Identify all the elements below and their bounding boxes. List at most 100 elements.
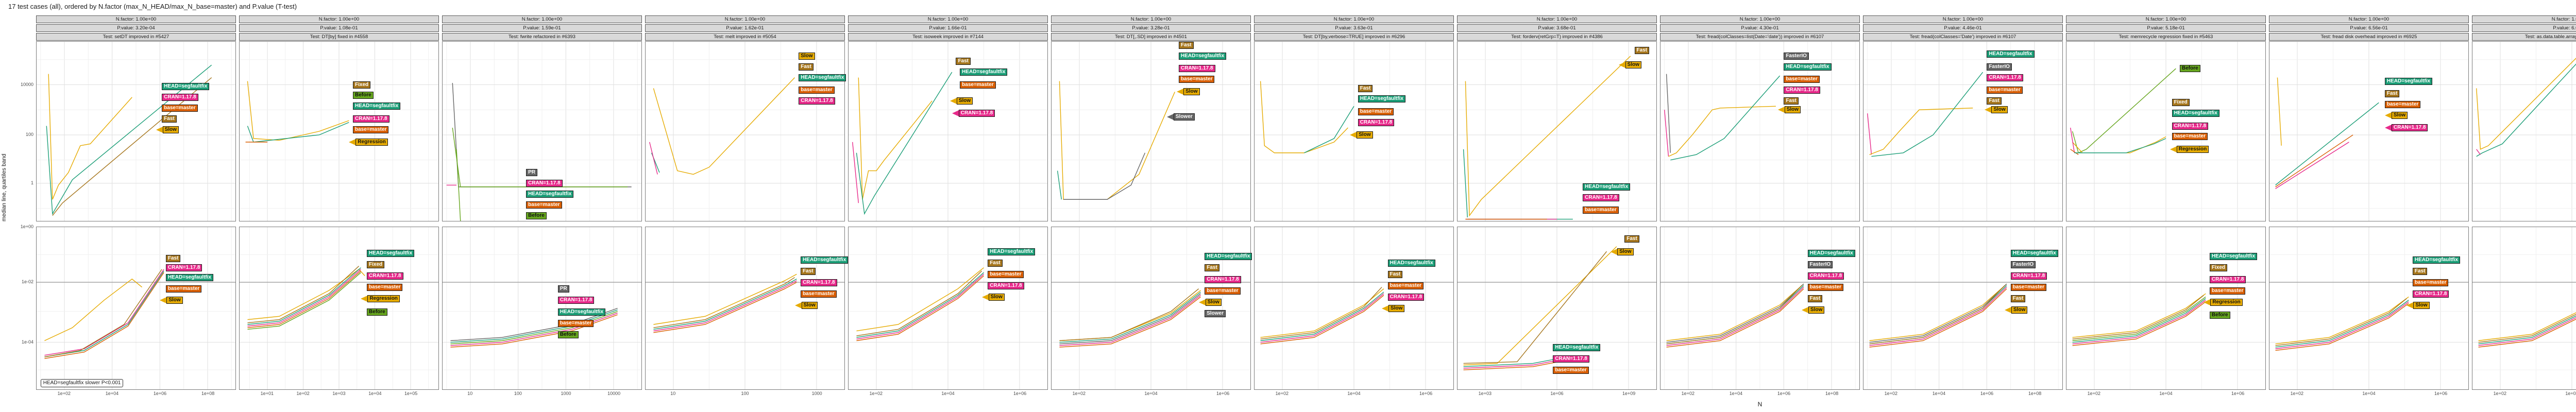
label-flag-pointer: [2406, 302, 2414, 308]
label-box: Slow: [956, 97, 973, 105]
series-line-green: [247, 272, 361, 329]
label-box: Before: [367, 308, 387, 316]
label-box: Fast: [1784, 97, 1799, 105]
y-axis-label: median line, quartiles band: [1, 153, 7, 221]
x-tick-label: 100: [514, 391, 522, 396]
x-tick-label: 1e+06: [1419, 391, 1433, 396]
series-line-pink: [247, 269, 361, 326]
label-box: CRAN=1.17.8: [2391, 124, 2428, 132]
label-box: base=master: [988, 271, 1024, 279]
series-label: Fixed: [2209, 264, 2228, 272]
label-box: HEAD=segfaultfix: [162, 83, 210, 91]
series-line-gray: [1059, 294, 1200, 344]
bottom-plot-canvas: [1052, 227, 1250, 389]
series-line-gray: [1870, 284, 2007, 342]
label-box: Regression: [367, 295, 400, 303]
label-box: Slow: [2011, 306, 2028, 314]
series-label: Fixed: [367, 261, 385, 269]
label-box: CRAN=1.17.8: [958, 110, 995, 117]
series-label: HEAD=segfaultfix: [1387, 260, 1435, 267]
series-line-brown: [2479, 292, 2576, 342]
series-line-gold: [44, 279, 142, 341]
series-line-green: [456, 149, 461, 221]
strip-pvalue: P.value: 4.30e-01: [1660, 24, 1860, 32]
label-box: HEAD=segfaultfix: [1358, 95, 1405, 103]
label-box: base=master: [2010, 284, 2047, 291]
series-line-orange: [450, 315, 617, 347]
x-tick-label: 1e+01: [260, 391, 274, 396]
top-panel: base=masterHEAD=segfaultfixFastCRAN=1.17…: [2472, 41, 2576, 221]
series-label: Fixed: [353, 81, 371, 89]
series-label: Slow: [950, 97, 973, 105]
series-line-pink: [2276, 142, 2349, 188]
strip-test: Test: fwrite refactored in #6393: [442, 33, 642, 41]
bottom-plot-canvas: [2472, 227, 2576, 389]
series-label: Fast: [1358, 84, 1373, 92]
label-box: Fast: [1634, 47, 1650, 55]
x-tick-label: 1e+04: [1144, 391, 1158, 396]
series-label: CRAN=1.17.8: [1807, 272, 1844, 280]
label-box: HEAD=segfaultfix: [1205, 253, 1252, 261]
series-label: CRAN=1.17.8: [1583, 194, 1619, 201]
label-box: CRAN=1.17.8: [2010, 272, 2047, 280]
label-box: Fast: [1205, 264, 1219, 272]
label-box: Slow: [1357, 131, 1373, 139]
strip-test: Test: forderv(retGrp=T) improved in #438…: [1457, 33, 1657, 41]
label-flag-pointer: [156, 126, 163, 133]
series-label: Slow: [1618, 61, 1641, 69]
series-label: Slow: [1802, 306, 1825, 314]
series-label: HEAD=segfaultfix: [801, 256, 849, 264]
series-line-pink: [2073, 300, 2206, 344]
label-box: Slow: [1205, 298, 1222, 306]
series-label: Slow: [2406, 301, 2430, 309]
series-label: base=master: [960, 81, 996, 89]
y-tick-label: 1e+00: [20, 224, 33, 229]
label-box: HEAD=segfaultfix: [988, 248, 1036, 255]
series-label: base=master: [1807, 284, 1844, 291]
series-line-pink: [2477, 149, 2481, 154]
label-box: HEAD=segfaultfix: [2172, 110, 2219, 117]
label-box: CRAN=1.17.8: [1387, 294, 1425, 301]
series-label: HEAD=segfaultfix: [353, 102, 401, 110]
series-label: Before: [526, 212, 547, 219]
label-box: CRAN=1.17.8: [1987, 74, 2023, 81]
top-panel: Fast HEAD=segfaultfix base=master CRAN=1.17…: [1254, 41, 1454, 221]
series-label: Fast: [988, 260, 1003, 267]
x-tick-label: 1e+02: [2290, 391, 2303, 396]
series-label: Fast: [2010, 295, 2026, 303]
label-box: Regression: [355, 138, 388, 146]
label-box: CRAN=1.17.8: [799, 97, 835, 105]
series-line-teal: [1667, 285, 1804, 344]
y-tick-label: 10000: [20, 81, 33, 87]
bottom-panel: base=masterHEAD=segfaultfixFastCRAN=1.17…: [2472, 227, 2576, 390]
strip-pvalue: P.value: 6.56e-01: [2269, 24, 2469, 32]
series-line-teal: [1871, 72, 1982, 157]
series-line-green: [2073, 297, 2206, 340]
top-plot-canvas: [1052, 42, 1250, 221]
series-label: FasterIO: [1807, 261, 1833, 269]
label-box: CRAN=1.17.8: [526, 179, 563, 187]
series-line-orange: [2276, 135, 2353, 187]
series-label: CRAN=1.17.8: [801, 279, 837, 286]
series-label: HEAD=segfaultfix: [1179, 52, 1227, 60]
series-line-teal: [450, 310, 617, 342]
series-label: base=master: [801, 290, 837, 298]
strip-pvalue: P.value: 1.08e-01: [239, 24, 439, 32]
label-box: HEAD=segfaultfix: [367, 250, 415, 258]
series-line-brown: [1059, 289, 1198, 341]
series-label: Before: [353, 92, 374, 99]
series-label: base=master: [162, 104, 198, 112]
label-box: CRAN=1.17.8: [2172, 122, 2209, 130]
series-line-orange: [1667, 289, 1804, 347]
x-tick-label: 1e+06: [2434, 391, 2448, 396]
label-box: base=master: [2172, 133, 2208, 141]
label-flag-pointer: [2384, 112, 2392, 118]
label-box: Fast: [1387, 271, 1403, 279]
series-label: Slow: [1382, 305, 1405, 313]
x-tick-label: 1e+06: [1777, 391, 1791, 396]
label-box: CRAN=1.17.8: [1358, 118, 1395, 126]
label-flag-pointer: [2005, 307, 2012, 314]
label-box: CRAN=1.17.8: [1553, 355, 1589, 363]
strip-pvalue: P.value: 3.63e-01: [1254, 24, 1454, 32]
bottom-plot-canvas: [849, 227, 1047, 389]
